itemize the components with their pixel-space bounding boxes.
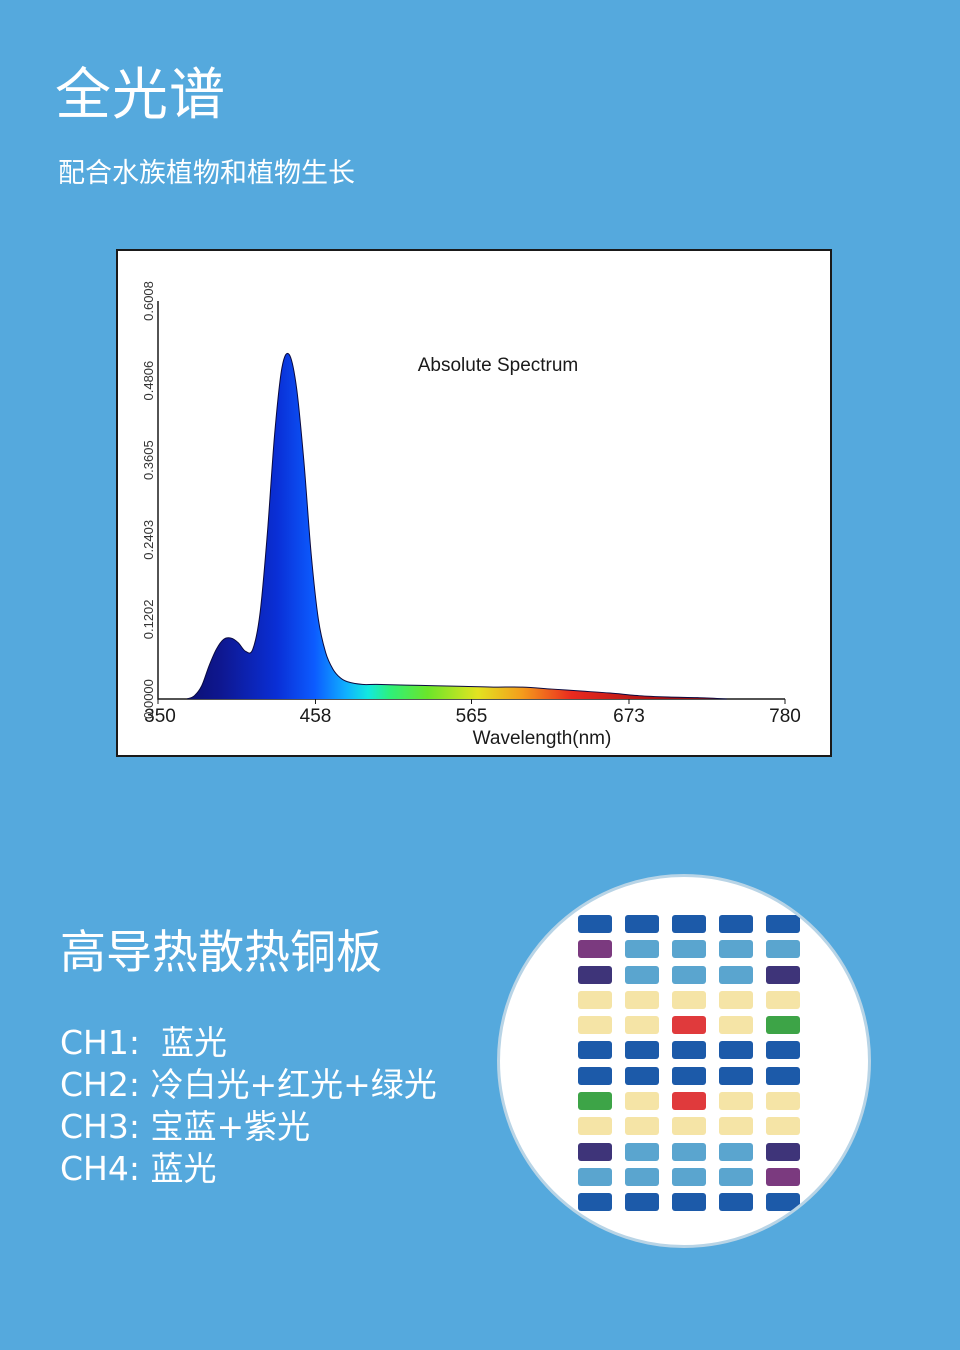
- led-chip: [719, 1167, 753, 1186]
- led-chip: [625, 1016, 659, 1035]
- led-chip: [672, 1092, 706, 1111]
- y-tick-label: 0.3605: [141, 440, 156, 480]
- led-chip: [578, 1041, 612, 1060]
- led-chip: [672, 940, 706, 959]
- led-chip: [625, 915, 659, 933]
- led-chip: [578, 1016, 612, 1035]
- spectrum-chart: 350 458 565 673 780 0.0000 0.1202 0.2403 0.3605 0…: [116, 249, 832, 757]
- led-chip: [766, 990, 800, 1009]
- led-chip: [625, 990, 659, 1009]
- led-chip: [672, 1167, 706, 1186]
- led-chip: [719, 965, 753, 984]
- led-chip: [672, 915, 706, 933]
- channel-3: CH3: 宝蓝+紫光: [60, 1107, 311, 1146]
- led-chip: [672, 990, 706, 1009]
- led-chip: [766, 965, 800, 984]
- y-tick-label: 0.0000: [141, 679, 156, 719]
- channel-1: CH1: 蓝光: [60, 1023, 227, 1062]
- led-grid: [578, 915, 800, 1212]
- led-chip: [766, 1016, 800, 1035]
- led-chip: [719, 1016, 753, 1035]
- led-chip: [766, 1041, 800, 1060]
- led-chip: [625, 1092, 659, 1111]
- x-tick-label: 780: [769, 706, 801, 727]
- led-chip: [766, 1142, 800, 1161]
- led-chip: [766, 1193, 800, 1212]
- led-chip: [672, 1142, 706, 1161]
- y-tick-label: 0.1202: [141, 599, 156, 639]
- led-chip: [719, 1117, 753, 1136]
- led-chip: [672, 1117, 706, 1136]
- x-tick-label: 673: [613, 706, 645, 727]
- spectrum-area: [187, 353, 727, 699]
- channel-list: CH1: 蓝光 CH2: 冷白光+红光+绿光 CH3: 宝蓝+紫光 CH4: 蓝…: [60, 1022, 437, 1190]
- chart-title: Absolute Spectrum: [418, 355, 579, 376]
- led-chip: [625, 940, 659, 959]
- led-chip: [578, 1142, 612, 1161]
- led-chip: [719, 1193, 753, 1212]
- led-chip: [766, 940, 800, 959]
- led-chip: [625, 1041, 659, 1060]
- led-chip: [672, 965, 706, 984]
- led-chip: [625, 965, 659, 984]
- led-chip: [719, 1092, 753, 1111]
- spectrum-line: [186, 352, 727, 700]
- led-chip: [578, 940, 612, 959]
- led-chip: [578, 990, 612, 1009]
- y-tick-label: 0.4806: [141, 361, 156, 401]
- led-chip: [625, 1167, 659, 1186]
- copper-board: [497, 874, 871, 1248]
- led-chip: [766, 1117, 800, 1136]
- led-chip: [578, 1117, 612, 1136]
- led-chip: [625, 1193, 659, 1212]
- channel-4: CH4: 蓝光: [60, 1149, 217, 1188]
- led-chip: [672, 1016, 706, 1035]
- led-chip: [719, 990, 753, 1009]
- spectrum-chart-svg: 350 458 565 673 780 0.0000 0.1202 0.2403 0.3605 0…: [141, 281, 801, 749]
- led-chip: [578, 1167, 612, 1186]
- led-chip: [719, 940, 753, 959]
- led-chip: [578, 1092, 612, 1111]
- led-chip: [719, 915, 753, 933]
- led-chip: [766, 1066, 800, 1085]
- x-tick-label: 458: [300, 706, 332, 727]
- led-chip: [719, 1066, 753, 1085]
- led-chip: [672, 1041, 706, 1060]
- led-chip: [766, 1167, 800, 1186]
- led-chip: [672, 1193, 706, 1212]
- led-chip: [578, 965, 612, 984]
- channel-2: CH2: 冷白光+红光+绿光: [60, 1065, 437, 1104]
- y-tick-label: 0.2403: [141, 520, 156, 560]
- led-chip: [719, 1142, 753, 1161]
- led-chip: [766, 1092, 800, 1111]
- x-tick-label: 350: [144, 706, 176, 727]
- x-tick-label: 565: [456, 706, 488, 727]
- led-chip: [766, 915, 800, 933]
- y-tick-label: 0.6008: [141, 281, 156, 321]
- led-chip: [578, 1066, 612, 1085]
- x-axis-label: Wavelength(nm): [473, 728, 612, 749]
- led-chip: [578, 915, 612, 933]
- page-title: 全光谱: [55, 63, 226, 128]
- led-chip: [625, 1142, 659, 1161]
- led-chip: [625, 1066, 659, 1085]
- led-chip: [719, 1041, 753, 1060]
- led-chip: [578, 1193, 612, 1212]
- led-chip: [672, 1066, 706, 1085]
- led-chip: [625, 1117, 659, 1136]
- page-subtitle: 配合水族植物和植物生长: [58, 158, 355, 189]
- board-title: 高导热散热铜板: [60, 925, 382, 979]
